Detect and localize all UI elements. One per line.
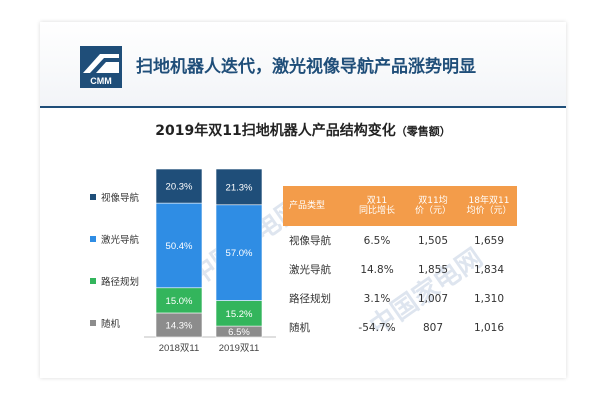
table-row: 视像导航 6.5% 1,505 1,659 xyxy=(283,226,517,255)
table-header: 产品类型 双11 同比增长 双11均 价（元） 18年双11 均价（元） xyxy=(283,186,517,226)
header-divider xyxy=(40,106,566,108)
legend-item: 视像导航 xyxy=(90,190,139,204)
bar-segment xyxy=(215,168,263,206)
table-row: 随机 -54.7% 807 1,016 xyxy=(283,313,517,342)
legend-swatch xyxy=(90,278,96,284)
legend-swatch xyxy=(90,320,96,326)
table-cell: 激光导航 xyxy=(289,264,331,276)
table-row: 路径规划 3.1% 1,007 1,310 xyxy=(283,284,517,313)
table-header-cell: 18年双11 均价（元） xyxy=(466,195,512,216)
table-cell: 1,505 xyxy=(417,234,449,247)
table-row: 激光导航 14.8% 1,855 1,834 xyxy=(283,255,517,284)
table-cell: 1,016 xyxy=(473,321,505,334)
legend-label: 视像导航 xyxy=(101,193,140,204)
bar-segment xyxy=(155,287,203,314)
table-header-cell: 产品类型 xyxy=(289,200,326,211)
stacked-bar-chart: 14.3% 15.0% 50.4% 20.3% 2018双11 6.5% 15.2% 57.0… xyxy=(144,168,276,354)
cmm-logo: CMM xyxy=(80,46,122,88)
chart-title-unit: （零售额） xyxy=(395,125,451,138)
table-cell: 807 xyxy=(422,321,444,334)
category-label: 2019双11 xyxy=(219,343,260,354)
data-label: 6.5% xyxy=(228,327,250,338)
data-label: 50.4% xyxy=(166,241,193,252)
header-title: 扫地机器人迭代，激光视像导航产品涨势明显 xyxy=(136,57,476,77)
slide: CMM 扫地机器人迭代，激光视像导航产品涨势明显 2019年双11扫地机器人产品… xyxy=(40,22,566,378)
legend-item: 随机 xyxy=(90,316,120,330)
table-cell: 1,007 xyxy=(417,292,449,305)
bar-segment xyxy=(155,168,203,204)
table-body: 视像导航 6.5% 1,505 1,659 激光导航 14.8% 1,855 1,834 路径规… xyxy=(283,226,517,342)
data-label: 21.3% xyxy=(226,182,253,193)
table-header-cell: 双11均 价（元） xyxy=(414,195,451,216)
data-label: 15.0% xyxy=(166,296,193,307)
logo-text: CMM xyxy=(90,76,112,86)
legend-item: 激光导航 xyxy=(90,232,139,246)
bar-segment xyxy=(215,300,263,327)
table-cell: 3.1% xyxy=(363,292,391,305)
table-cell: 随机 xyxy=(289,322,310,334)
product-table: 产品类型 双11 同比增长 双11均 价（元） 18年双11 均价（元） 视像导航 6.5% 1… xyxy=(283,186,517,342)
table-cell: -54.7% xyxy=(358,321,396,334)
legend-swatch xyxy=(90,194,96,200)
bar-segment xyxy=(215,204,263,301)
legend-label: 激光导航 xyxy=(101,235,140,246)
table-cell: 6.5% xyxy=(363,234,391,247)
table-cell: 1,855 xyxy=(417,263,449,276)
category-label: 2018双11 xyxy=(159,343,200,354)
table-cell: 14.8% xyxy=(360,263,394,276)
legend-item: 路径规划 xyxy=(90,274,139,288)
legend-label: 随机 xyxy=(101,319,121,330)
data-label: 14.3% xyxy=(166,320,193,331)
table-cell: 1,659 xyxy=(473,234,505,247)
table-cell: 视像导航 xyxy=(289,235,331,247)
data-label: 57.0% xyxy=(226,248,253,259)
bar-segment xyxy=(155,312,203,338)
table-cell: 1,310 xyxy=(473,292,505,305)
legend-label: 路径规划 xyxy=(101,277,140,288)
table-cell: 路径规划 xyxy=(289,293,331,305)
data-label: 15.2% xyxy=(226,309,253,320)
slide-header: CMM 扫地机器人迭代，激光视像导航产品涨势明显 xyxy=(40,22,566,108)
bar-segment xyxy=(155,202,203,289)
chart-title: 2019年双11扫地机器人产品结构变化 xyxy=(155,123,396,139)
table-cell: 1,834 xyxy=(473,263,505,276)
chart-title-row: 2019年双11扫地机器人产品结构变化（零售额） xyxy=(40,120,566,140)
table-header-cell: 双11 同比增长 xyxy=(358,195,395,216)
data-label: 20.3% xyxy=(166,182,193,193)
legend-swatch xyxy=(90,236,96,242)
